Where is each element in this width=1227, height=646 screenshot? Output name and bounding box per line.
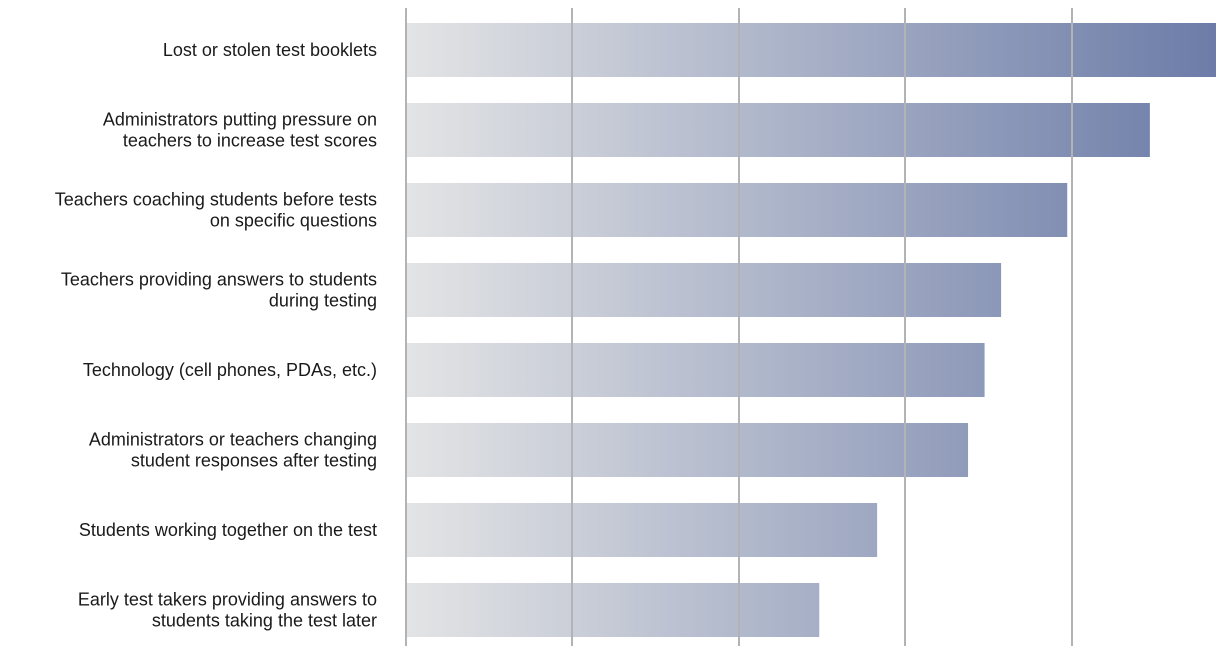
bar-7: [406, 503, 878, 557]
category-label-line: students taking the test later: [152, 611, 377, 631]
bars-layer: [406, 23, 1216, 637]
bar-1: [406, 23, 1216, 77]
bar-3: [406, 183, 1068, 237]
gridlines: [405, 8, 1073, 646]
category-labels: Lost or stolen test booklets Administrato…: [55, 40, 377, 631]
category-label-line: Early test takers providing answers to: [78, 590, 377, 610]
category-label-line: Administrators or teachers changing: [89, 430, 377, 450]
category-label-line: student responses after testing: [131, 451, 377, 471]
bar-4: [406, 263, 1002, 317]
category-label-3: Teachers coaching students before tests o…: [55, 190, 377, 231]
category-label-line: during testing: [269, 291, 377, 311]
category-label-5: Technology (cell phones, PDAs, etc.): [83, 360, 377, 380]
category-label-line: Technology (cell phones, PDAs, etc.): [83, 360, 377, 380]
category-label-line: Teachers coaching students before tests: [55, 190, 377, 210]
category-label-4: Teachers providing answers to students du…: [61, 270, 377, 311]
category-label-line: Teachers providing answers to students: [61, 270, 377, 290]
category-label-2: Administrators putting pressure on teache…: [103, 110, 377, 151]
category-label-1: Lost or stolen test booklets: [163, 40, 377, 60]
category-label-line: teachers to increase test scores: [123, 131, 377, 151]
category-label-line: Lost or stolen test booklets: [163, 40, 377, 60]
category-label-8: Early test takers providing answers to st…: [78, 590, 377, 631]
category-label-line: on specific questions: [210, 211, 377, 231]
category-label-line: Administrators putting pressure on: [103, 110, 377, 130]
category-label-line: Students working together on the test: [79, 520, 377, 540]
bar-8: [406, 583, 820, 637]
category-label-7: Students working together on the test: [79, 520, 377, 540]
bar-2: [406, 103, 1150, 157]
bar-6: [406, 423, 969, 477]
category-label-6: Administrators or teachers changing stude…: [89, 430, 377, 471]
bar-5: [406, 343, 985, 397]
